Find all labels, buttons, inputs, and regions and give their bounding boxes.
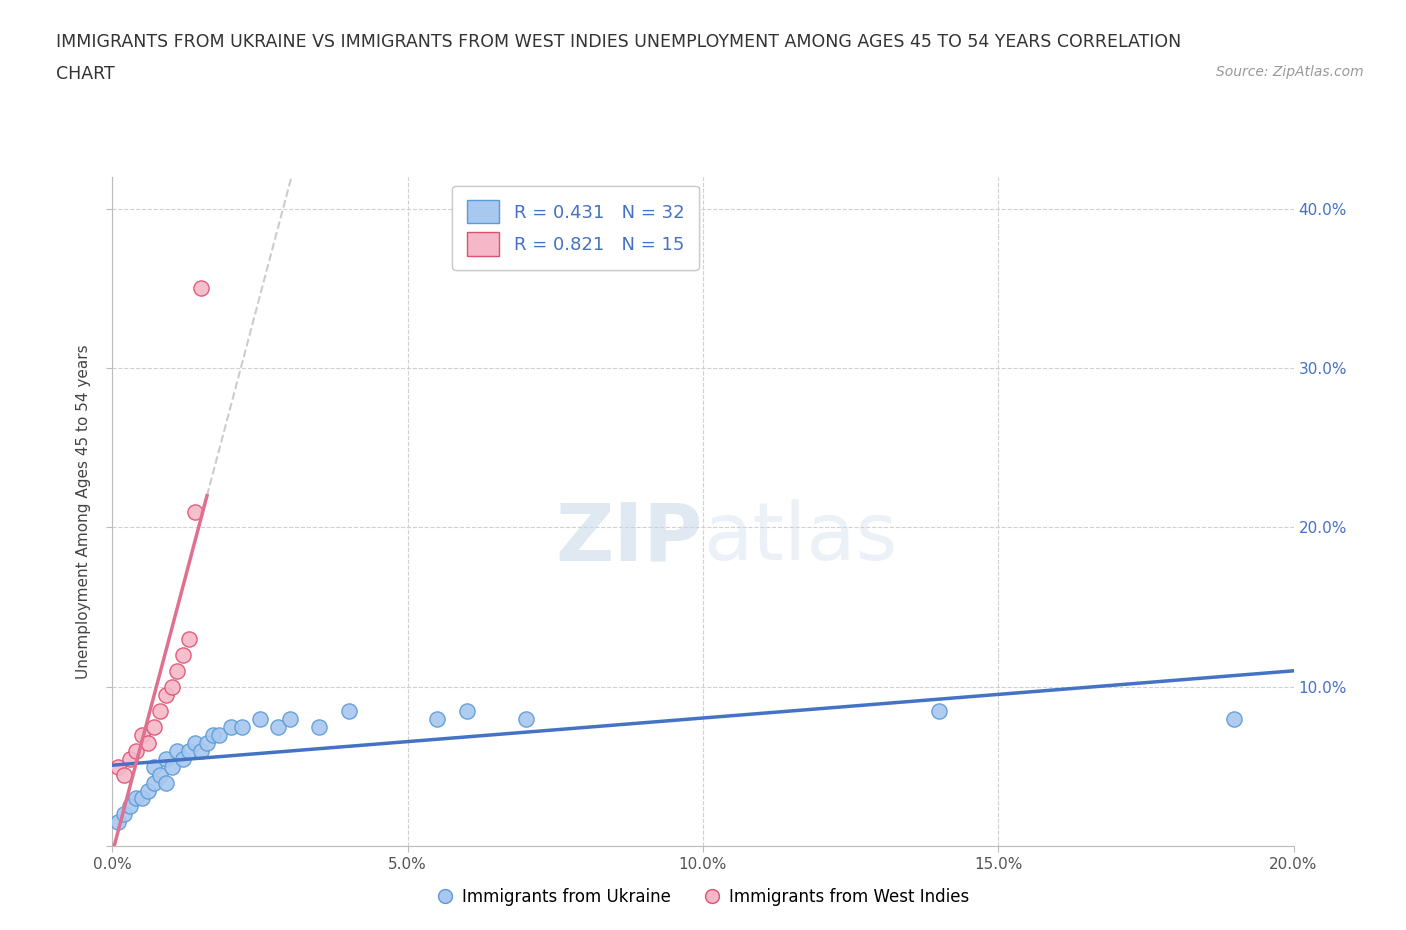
Point (142, 759, 165, 774)
Point (426, 711, 449, 726)
Text: atlas: atlas (703, 499, 897, 578)
Point (184, 504, 207, 519)
Point (136, 783, 159, 798)
Point (278, 711, 301, 726)
Point (155, 775, 177, 790)
Y-axis label: Unemployment Among Ages 45 to 54 years: Unemployment Among Ages 45 to 54 years (76, 344, 91, 679)
Point (249, 711, 271, 726)
Point (142, 719, 165, 734)
Point (208, 727, 231, 742)
Point (120, 799, 142, 814)
Point (179, 743, 201, 758)
Point (1223, 711, 1246, 726)
Point (219, 719, 242, 734)
Point (456, 703, 478, 718)
Point (120, 751, 142, 766)
Point (190, 281, 212, 296)
Point (142, 775, 165, 790)
Point (172, 647, 194, 662)
Point (160, 759, 183, 774)
Point (112, 807, 135, 822)
Point (231, 719, 253, 734)
Point (201, 727, 224, 742)
Point (179, 631, 201, 646)
Point (515, 711, 537, 726)
Point (107, 759, 129, 774)
Point (107, 815, 129, 830)
Point (172, 751, 194, 766)
Text: CHART: CHART (56, 65, 115, 83)
Point (131, 727, 153, 742)
Point (308, 719, 330, 734)
Point (267, 719, 290, 734)
Point (155, 751, 177, 766)
Point (337, 703, 360, 718)
Point (131, 791, 153, 806)
Point (166, 743, 188, 758)
Point (166, 663, 188, 678)
Legend: Immigrants from Ukraine, Immigrants from West Indies: Immigrants from Ukraine, Immigrants from… (430, 881, 976, 912)
Point (149, 703, 172, 718)
Point (125, 743, 148, 758)
Point (195, 736, 218, 751)
Text: IMMIGRANTS FROM UKRAINE VS IMMIGRANTS FROM WEST INDIES UNEMPLOYMENT AMONG AGES 4: IMMIGRANTS FROM UKRAINE VS IMMIGRANTS FR… (56, 33, 1181, 50)
Point (160, 680, 183, 695)
Point (190, 743, 212, 758)
Legend: R = 0.431   N = 32, R = 0.821   N = 15: R = 0.431 N = 32, R = 0.821 N = 15 (453, 186, 699, 270)
Point (112, 767, 135, 782)
Point (136, 736, 159, 751)
Point (125, 791, 148, 806)
Point (155, 687, 177, 702)
Text: ZIP: ZIP (555, 499, 703, 578)
Text: Source: ZipAtlas.com: Source: ZipAtlas.com (1216, 65, 1364, 79)
Point (149, 767, 172, 782)
Point (928, 703, 950, 718)
Point (184, 736, 207, 751)
